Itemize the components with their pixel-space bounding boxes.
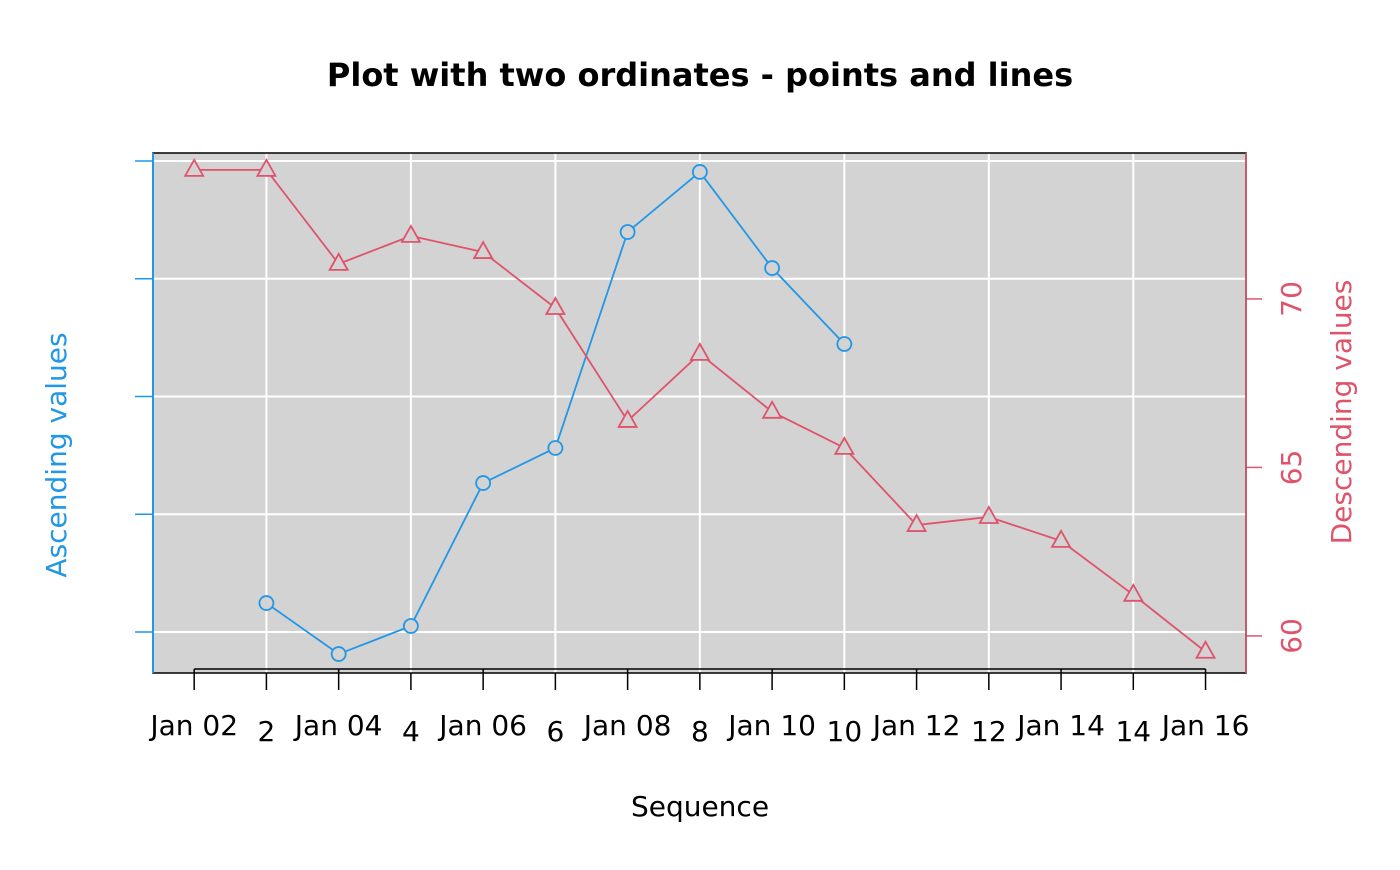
point <box>255 158 277 177</box>
point <box>764 260 781 276</box>
y-axis-title: Ascending values <box>40 332 73 577</box>
point <box>761 399 783 419</box>
point <box>183 158 205 177</box>
point <box>836 336 853 352</box>
point <box>1122 582 1144 602</box>
point <box>1050 529 1072 548</box>
point <box>258 595 275 611</box>
y2-tick-label: 65 <box>1275 450 1308 486</box>
point <box>978 505 1000 524</box>
x-tick-label: 6 <box>546 715 564 748</box>
point <box>689 342 711 361</box>
y2-tick-label: 70 <box>1275 281 1308 317</box>
x-tick-label: 10 <box>827 715 863 748</box>
x2-tick-label: Jan 10 <box>726 709 816 742</box>
chart-title: Plot with two ordinates - points and lin… <box>327 56 1073 94</box>
point <box>402 618 419 634</box>
x2-tick-label: Jan 02 <box>148 709 238 742</box>
point <box>330 646 347 662</box>
x-tick-label: 4 <box>402 715 420 748</box>
point <box>617 409 639 428</box>
y2-axis-title: Descending values <box>1325 280 1358 545</box>
x-axis-title: Sequence <box>631 790 769 823</box>
x-tick-label: 2 <box>258 715 276 748</box>
point <box>833 436 855 455</box>
x2-tick-label: Jan 12 <box>871 709 961 742</box>
point <box>472 240 494 259</box>
point <box>475 475 492 491</box>
point <box>547 440 564 456</box>
point <box>544 296 566 315</box>
point <box>1195 639 1217 659</box>
x2-tick-label: Jan 14 <box>1015 709 1105 742</box>
x2-tick-label: Jan 06 <box>437 709 527 742</box>
x2-tick-label: Jan 08 <box>582 709 672 742</box>
x-tick-label: 12 <box>971 715 1007 748</box>
point <box>906 513 928 532</box>
x-tick-label: 8 <box>691 715 709 748</box>
x-tick-label: 14 <box>1115 715 1151 748</box>
x2-tick-label: Jan 16 <box>1160 709 1250 742</box>
point <box>619 224 636 240</box>
point <box>691 164 708 180</box>
point <box>400 224 422 243</box>
y2-tick-label: 60 <box>1275 618 1308 654</box>
point <box>328 252 350 271</box>
x2-tick-label: Jan 04 <box>293 709 383 742</box>
